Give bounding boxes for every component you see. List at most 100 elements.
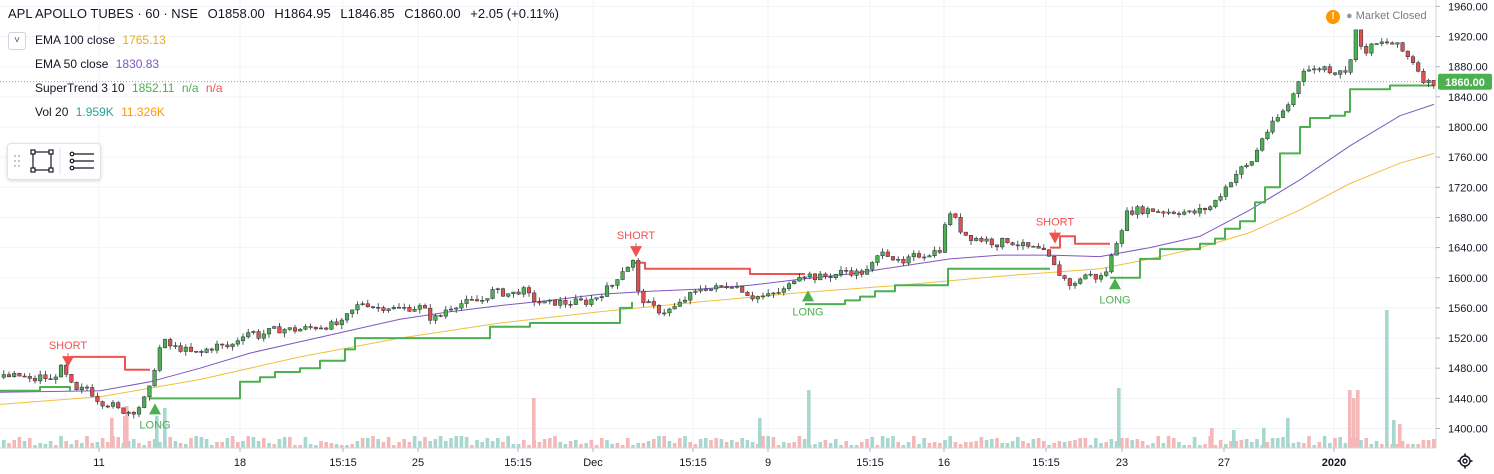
volume-bar	[100, 438, 105, 448]
candle-body	[339, 319, 344, 325]
candle-body	[828, 276, 833, 278]
signal-markers: SHORT LONG SHORT LONG SHORT LONG	[49, 217, 1131, 432]
volume-bar	[917, 444, 921, 448]
candle-body	[740, 286, 745, 293]
volume-bar	[1380, 444, 1384, 448]
volume-bar	[1385, 310, 1389, 448]
candle-body	[521, 287, 526, 295]
legend-ema100[interactable]: EMA 100 close 1765.13	[35, 33, 166, 47]
candle-body	[594, 297, 599, 300]
candle-body	[38, 374, 43, 382]
volume-bar	[906, 442, 911, 448]
volume-bar	[792, 442, 796, 448]
candle-body	[1046, 249, 1052, 257]
volume-bar	[2, 440, 6, 448]
candle-body	[984, 238, 989, 242]
drag-handle-icon[interactable]	[14, 155, 20, 167]
legend-ema100-value: 1765.13	[122, 33, 166, 47]
long-signal-label: LONG	[1099, 294, 1130, 306]
candle-body	[677, 301, 682, 307]
y-tick-label: 1920.00	[1448, 32, 1488, 44]
volume-bar	[17, 437, 22, 448]
volume-bar	[787, 443, 791, 448]
price-axis[interactable]: 1400.00 1440.00 1480.00 1520.00 1560.00 1600.…	[1435, 0, 1488, 448]
market-status-dot: ●	[1346, 10, 1353, 22]
candle-body	[651, 301, 656, 306]
candle-body	[662, 312, 667, 315]
legend-ema50-label: EMA 50 close	[35, 57, 109, 71]
candle-body	[282, 329, 287, 334]
volume-bar	[974, 441, 978, 448]
candle-body	[1083, 274, 1088, 280]
volume-bar	[1094, 438, 1098, 448]
last-price-badge	[1438, 73, 1492, 90]
volume-bar	[418, 441, 422, 448]
settings-lines-icon[interactable]	[69, 151, 94, 171]
volume-bar	[537, 442, 542, 448]
candle-body	[251, 331, 256, 333]
candle-body	[1197, 208, 1202, 214]
volume-bar	[615, 443, 620, 448]
candle-body	[433, 315, 438, 321]
volume-bar	[1286, 418, 1290, 448]
supertrend-segment	[0, 386, 71, 392]
x-tick-label: 2020	[1322, 457, 1346, 469]
volume-bar	[1083, 438, 1088, 448]
candle-body	[90, 387, 95, 397]
candle-body	[932, 250, 937, 257]
volume-bar	[1421, 440, 1426, 448]
volume-bar	[912, 436, 916, 448]
candle-body	[329, 321, 334, 330]
legend-ema50[interactable]: EMA 50 close 1830.83	[35, 57, 159, 71]
volume-bar	[693, 444, 698, 448]
candle-body	[355, 304, 360, 311]
candle-body	[240, 336, 246, 341]
candle-body	[1026, 242, 1031, 247]
volume-bar	[1239, 440, 1244, 448]
time-axis[interactable]: 11 18 15:15 25 15:15 Dec 15:15 9 15:15 16 15:15 23 2…	[0, 447, 1436, 469]
candle-body	[1364, 46, 1369, 54]
candle-body	[1431, 80, 1436, 86]
candle-body	[1114, 243, 1119, 256]
legend-volume[interactable]: Vol 20 1.959K 11.326K	[35, 105, 165, 119]
volume-bar	[106, 442, 110, 448]
candle-body	[578, 298, 584, 301]
candle-body	[542, 300, 547, 304]
candle-body	[1338, 70, 1343, 75]
candle-body	[755, 296, 760, 300]
volume-bar	[527, 445, 531, 448]
volume-bar	[1317, 442, 1322, 448]
candle-body	[1088, 273, 1093, 276]
candle-body	[1005, 238, 1010, 243]
volume-bar	[1281, 437, 1285, 448]
candle-body	[256, 331, 261, 339]
volume-bar	[745, 440, 750, 448]
candle-body	[958, 217, 963, 233]
gear-icon[interactable]	[1457, 453, 1473, 469]
volume-bar	[33, 445, 37, 448]
candle-body	[766, 293, 771, 297]
volume-bars	[2, 310, 1436, 448]
volume-bar	[69, 444, 74, 448]
candle-body	[500, 288, 506, 297]
volume-bar	[667, 441, 672, 448]
volume-bar	[1392, 420, 1396, 448]
candle-body	[142, 396, 147, 408]
symbol-title[interactable]: APL APOLLO TUBES · 60 · NSE	[8, 6, 199, 21]
candle-body	[95, 395, 100, 402]
volume-bar	[90, 443, 94, 448]
warning-icon[interactable]: !	[1326, 10, 1340, 24]
ohlc-high: H1864.95	[274, 6, 331, 21]
candle-body	[870, 262, 875, 270]
legend-supertrend[interactable]: SuperTrend 3 10 1852.11 n/a n/a	[35, 81, 223, 95]
x-tick-label: 15:15	[504, 457, 532, 469]
legend-collapse-button[interactable]: ˅	[8, 32, 26, 50]
volume-bar	[85, 436, 89, 448]
volume-bar	[282, 437, 287, 448]
volume-bar	[496, 438, 500, 448]
rectangle-select-icon[interactable]	[30, 149, 54, 173]
candle-body	[547, 299, 552, 302]
candle-body	[474, 299, 480, 302]
candle-body	[1223, 186, 1228, 197]
